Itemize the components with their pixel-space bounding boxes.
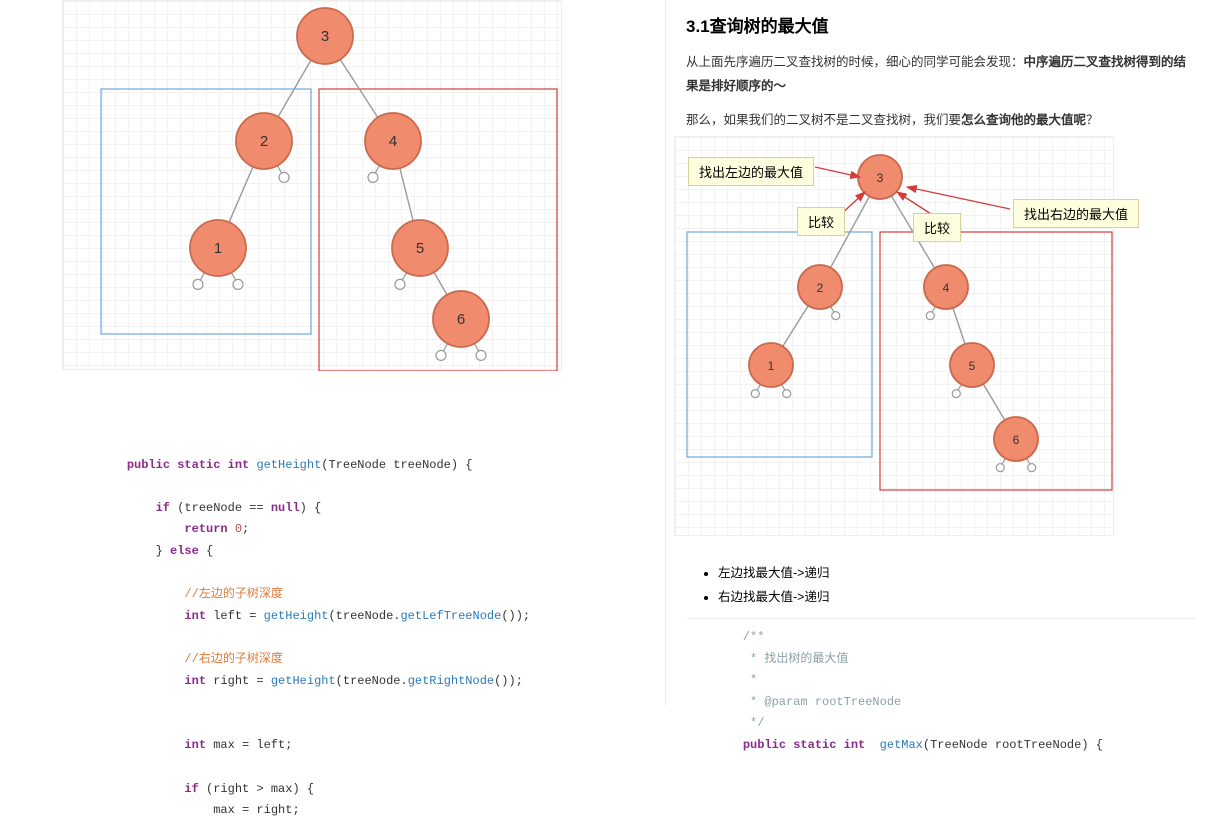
svg-text:3: 3	[321, 28, 329, 45]
bullet-1: 左边找最大值->递归	[718, 562, 1186, 586]
left-code-block: public static int getHeight(TreeNode tre…	[70, 425, 630, 830]
svg-text:1: 1	[214, 240, 222, 257]
callout-compare-right: 比较	[913, 213, 961, 242]
text: 那么，如果我们的二叉树不是二叉查找树，我们要	[686, 113, 961, 127]
svg-text:4: 4	[943, 281, 950, 295]
bullet-list: 左边找最大值->递归 右边找最大值->递归	[718, 562, 1186, 610]
svg-text:1: 1	[768, 359, 775, 373]
bullet-2: 右边找最大值->递归	[718, 586, 1186, 610]
text-bold: 怎么查询他的最大值呢	[961, 113, 1086, 127]
svg-text:6: 6	[457, 311, 465, 328]
text: 从上面先序遍历二叉查找树的时候，细心的同学可能会发现：	[686, 55, 1024, 69]
svg-text:2: 2	[817, 281, 824, 295]
callout-right-max: 找出右边的最大值	[1013, 199, 1139, 228]
code-token: public static	[127, 458, 221, 472]
svg-text:2: 2	[260, 133, 268, 150]
svg-text:5: 5	[969, 359, 976, 373]
code-token: getHeight	[256, 458, 321, 472]
code-token: int	[228, 458, 250, 472]
code-comment: //左边的子树深度	[184, 587, 282, 601]
code-comment: //右边的子树深度	[184, 652, 282, 666]
right-code-block: /** * 找出树的最大值 * * @param rootTreeNode */…	[686, 618, 1196, 765]
right-tree-diagram: 123456 找出左边的最大值 找出右边的最大值 比较 比较	[674, 136, 1114, 536]
para-2: 那么，如果我们的二叉树不是二叉查找树，我们要怎么查询他的最大值呢？	[686, 109, 1192, 133]
callout-left-max: 找出左边的最大值	[688, 157, 814, 186]
left-tree-svg: 1 2 3 4 5 6	[63, 1, 563, 371]
para-1: 从上面先序遍历二叉查找树的时候，细心的同学可能会发现：中序遍历二叉查找树得到的结…	[686, 51, 1192, 99]
callout-compare-left: 比较	[797, 207, 845, 236]
svg-text:5: 5	[416, 240, 424, 257]
section-heading: 3.1查询树的最大值	[686, 12, 1192, 37]
left-tree-diagram: 1 2 3 4 5 6	[62, 0, 562, 370]
code-token: (TreeNode treeNode) {	[321, 458, 472, 472]
text: ？	[1086, 113, 1099, 127]
svg-text:3: 3	[877, 171, 884, 185]
svg-text:6: 6	[1013, 433, 1020, 447]
svg-text:4: 4	[389, 133, 397, 150]
right-tree-svg: 1 2 3 4 5 6	[675, 137, 1115, 537]
